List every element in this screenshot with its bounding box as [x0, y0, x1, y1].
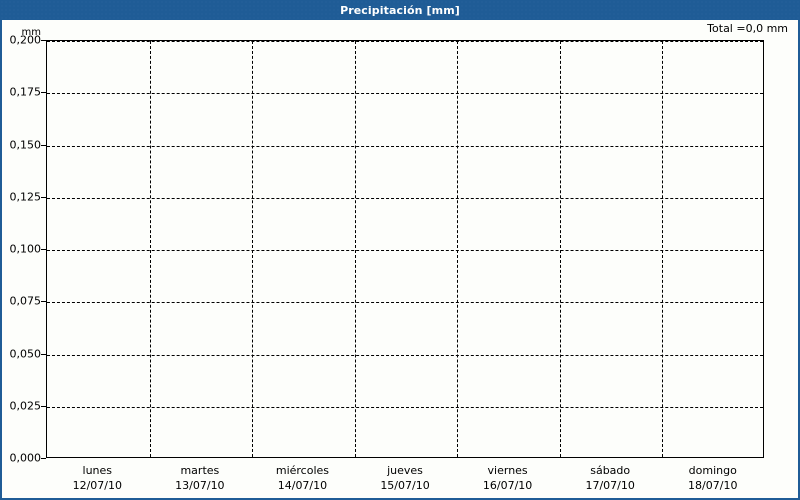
x-axis-day-name: viernes [487, 464, 528, 477]
y-axis-tick-label: 0,025 [9, 399, 42, 413]
horizontal-gridline [47, 302, 763, 304]
y-axis-tick-label: 0,075 [9, 294, 42, 308]
x-axis-tick-label: martes 13/07/10 [149, 461, 252, 497]
x-axis-day-date: 12/07/10 [72, 479, 122, 492]
x-axis-tick-label: miércoles 14/07/10 [251, 461, 354, 497]
vertical-gridline [149, 41, 151, 457]
y-axis-tick-label: 0,150 [9, 138, 42, 151]
page-title: Precipitación [mm] [340, 3, 460, 17]
plot-area [46, 40, 764, 458]
x-axis-tick-label: domingo 18/07/10 [661, 461, 764, 497]
x-axis-day-date: 13/07/10 [175, 479, 225, 492]
total-annotation: Total =0,0 mm [707, 22, 788, 35]
x-axis-day-name: domingo [688, 464, 737, 477]
horizontal-gridline [47, 354, 763, 356]
y-axis-tick-mark [41, 249, 46, 250]
y-axis-tick-mark [41, 301, 46, 303]
x-axis-tick-label: jueves 15/07/10 [354, 461, 457, 497]
y-axis-tick-label: 0,050 [9, 347, 42, 360]
x-axis-day-name: miércoles [275, 464, 330, 477]
x-axis-day-date: 17/07/10 [585, 479, 635, 492]
x-axis-tick-label: lunes 12/07/10 [46, 461, 149, 497]
y-axis: mm 0,000 0,025 0,050 0,075 0,100 0,125 0,150 0,… [2, 0, 46, 500]
x-axis-day-name: martes [180, 464, 220, 477]
horizontal-gridline [47, 197, 763, 199]
horizontal-gridline [47, 406, 763, 408]
y-axis-tick-mark [41, 40, 46, 41]
y-axis-tick-mark [41, 196, 46, 198]
horizontal-gridline [47, 145, 763, 147]
y-axis-unit-label: mm [21, 27, 41, 38]
y-axis-tick-label: 0,125 [9, 190, 42, 204]
x-axis-tick-label: viernes 16/07/10 [456, 461, 559, 497]
x-axis-day-date: 16/07/10 [482, 479, 533, 492]
x-axis: lunes 12/07/10 martes 13/07/10 miércoles 14/0… [46, 461, 764, 497]
horizontal-gridline [47, 250, 763, 251]
x-axis-day-name: sábado [590, 464, 631, 477]
x-axis-day-date: 14/07/10 [277, 479, 328, 492]
x-axis-day-name: jueves [387, 464, 423, 477]
y-axis-tick-label: 0,100 [9, 242, 42, 256]
vertical-gridline [354, 41, 356, 457]
y-axis-tick-mark [41, 458, 46, 459]
y-axis-tick-label: 0,200 [9, 33, 42, 47]
x-axis-day-date: 15/07/10 [380, 479, 430, 492]
y-axis-tick-mark [41, 144, 46, 146]
y-axis-tick-label: 0,175 [9, 85, 42, 99]
y-axis-tick-mark [41, 92, 46, 94]
vertical-gridline [559, 41, 561, 457]
x-axis-day-date: 18/07/10 [688, 479, 738, 492]
horizontal-gridline [47, 41, 763, 42]
y-axis-tick-mark [41, 405, 46, 407]
x-axis-day-name: lunes [82, 464, 113, 477]
vertical-gridline [457, 41, 459, 457]
y-axis-tick-mark [41, 353, 46, 355]
window-titlebar: Precipitación [mm] [0, 0, 800, 20]
vertical-gridline [662, 41, 664, 457]
horizontal-gridline [47, 93, 763, 95]
vertical-gridline [252, 41, 254, 457]
y-axis-tick-label: 0,000 [9, 451, 42, 465]
x-axis-tick-label: sábado 17/07/10 [559, 461, 662, 497]
